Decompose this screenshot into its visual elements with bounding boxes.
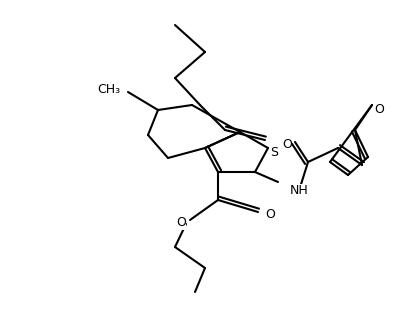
Text: S: S (270, 146, 278, 159)
Text: NH: NH (290, 183, 309, 196)
Text: O: O (374, 103, 384, 116)
Text: O: O (282, 138, 292, 151)
Text: O: O (265, 207, 275, 220)
Text: CH₃: CH₃ (97, 83, 120, 95)
Text: O: O (176, 217, 186, 229)
